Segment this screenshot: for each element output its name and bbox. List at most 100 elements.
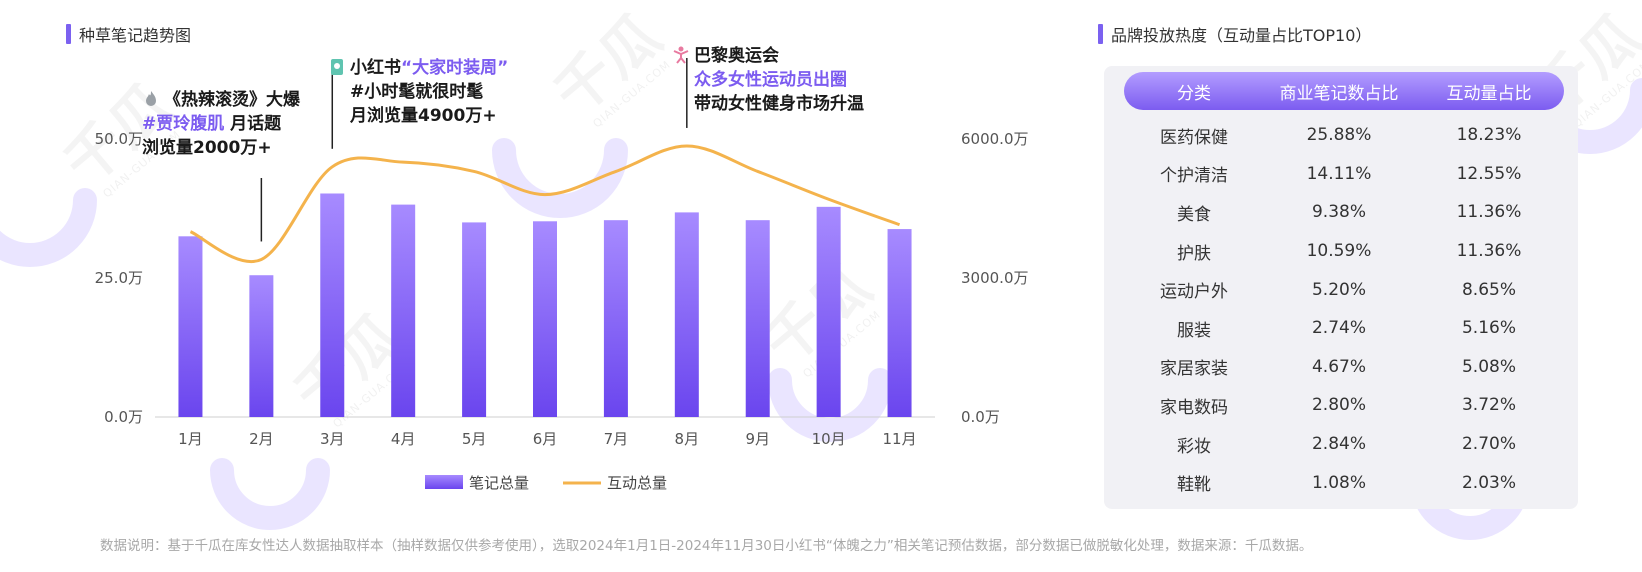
note-share-cell: 4.67% — [1311, 356, 1366, 377]
x-axis-tick: 4月 — [391, 430, 416, 448]
note-share-cell: 2.80% — [1311, 395, 1366, 416]
annotation-fashion-week: 小红书“大家时装周” #小时髦就很时髦 月浏览量4900万+ — [328, 56, 508, 128]
interaction-share-cell: 2.70% — [1461, 434, 1516, 455]
table-header: 分类 商业笔记数占比 互动量占比 — [1124, 72, 1564, 110]
annotation-line: 《热辣滚烫》大爆 — [142, 88, 300, 112]
left-axis-tick: 50.0万 — [95, 130, 143, 148]
table-row: 个护清洁 14.11% 12.55% — [1124, 155, 1564, 194]
right-axis-tick: 6000.0万 — [961, 130, 1029, 148]
x-axis-tick: 8月 — [675, 430, 700, 448]
x-axis-tick: 1月 — [178, 430, 203, 448]
athlete-icon — [673, 46, 689, 64]
table-row: 服装 2.74% 5.16% — [1124, 309, 1564, 348]
bar — [391, 204, 416, 417]
brand-table: 分类 商业笔记数占比 互动量占比 医药保健 25.88% 18.23% 个护清洁 14.… — [1104, 66, 1578, 509]
legend-bar-label: 笔记总量 — [469, 474, 529, 492]
table-row: 医药保健 25.88% 18.23% — [1124, 116, 1564, 155]
annotation-line: #小时髦就很时髦 — [328, 80, 508, 104]
table-row: 彩妆 2.84% 2.70% — [1124, 425, 1564, 464]
bar — [816, 206, 841, 417]
x-axis-tick: 11月 — [882, 430, 916, 448]
bar — [249, 275, 274, 417]
annotation-line: 巴黎奥运会 — [672, 44, 864, 68]
bar — [745, 220, 770, 417]
category-cell: 鞋靴 — [1177, 475, 1211, 496]
bar — [178, 236, 203, 417]
interaction-share-cell: 3.72% — [1461, 395, 1516, 416]
legend-line-label: 互动总量 — [607, 474, 667, 492]
annotation-text: 巴黎奥运会 — [694, 46, 779, 66]
annotation-highlight: “大家时装周” — [401, 58, 509, 78]
note-share-cell: 14.11% — [1306, 163, 1372, 184]
annotation-line: 月浏览量4900万+ — [328, 104, 508, 128]
interaction-line — [189, 144, 901, 263]
annotation-highlight: #贾玲腹肌 — [142, 114, 225, 134]
interaction-share-cell: 11.36% — [1456, 241, 1522, 262]
note-share-cell: 25.88% — [1306, 125, 1372, 146]
title-marker — [1098, 24, 1103, 44]
category-cell: 个护清洁 — [1160, 166, 1228, 187]
category-cell: 运动户外 — [1160, 282, 1228, 303]
header-category: 分类 — [1177, 83, 1211, 104]
note-share-cell: 2.84% — [1311, 434, 1366, 455]
watermark-sub: QIAN-GUA.COM — [1570, 58, 1642, 130]
x-axis-tick: 3月 — [320, 430, 345, 448]
x-axis-tick: 5月 — [462, 430, 487, 448]
annotation-line: 浏览量2000万+ — [142, 136, 300, 160]
annotation-highlight: 众多女性运动员出圈 — [694, 70, 847, 90]
left-axis-tick: 0.0万 — [104, 408, 143, 426]
category-cell: 家电数码 — [1160, 397, 1228, 418]
bar — [462, 222, 487, 417]
bar — [674, 212, 699, 417]
annotation-olympics: 巴黎奥运会 众多女性运动员出圈 带动女性健身市场升温 — [672, 44, 864, 116]
category-cell: 家居家装 — [1160, 359, 1228, 380]
table-row: 鞋靴 1.08% 2.03% — [1124, 463, 1564, 502]
header-interaction-share: 互动量占比 — [1446, 83, 1532, 104]
interaction-share-cell: 8.65% — [1461, 279, 1516, 300]
x-axis-tick: 9月 — [745, 430, 770, 448]
category-cell: 彩妆 — [1177, 436, 1211, 457]
bar — [603, 220, 628, 417]
interaction-share-cell: 18.23% — [1456, 125, 1522, 146]
category-cell: 护肤 — [1177, 243, 1211, 264]
interaction-share-cell: 2.03% — [1461, 472, 1516, 493]
interaction-share-cell: 5.16% — [1461, 318, 1516, 339]
bar — [533, 221, 557, 417]
table-row: 家电数码 2.80% 3.72% — [1124, 386, 1564, 425]
annotation-hot-movie: 《热辣滚烫》大爆 #贾玲腹肌 月话题 浏览量2000万+ — [142, 88, 300, 160]
chart-section-title: 种草笔记趋势图 — [66, 22, 191, 46]
x-axis-tick: 2月 — [249, 430, 274, 448]
x-axis-tick: 7月 — [604, 430, 629, 448]
interaction-share-cell: 5.08% — [1461, 356, 1516, 377]
annotation-text: 月浏览量4900万+ — [350, 106, 497, 126]
table-title: 品牌投放热度（互动量占比TOP10） — [1111, 26, 1372, 45]
trend-chart: 0.0万 25.0万 50.0万 0.0万 3000.0万 6000.0万 1月 2月 3月 4月… — [95, 58, 1029, 492]
phone-icon — [331, 59, 343, 75]
annotation-text: 《热辣滚烫》大爆 — [164, 90, 300, 110]
note-share-cell: 10.59% — [1306, 241, 1372, 262]
table-row: 护肤 10.59% 11.36% — [1124, 232, 1564, 271]
annotation-line: 众多女性运动员出圈 — [672, 68, 864, 92]
annotation-line: 带动女性健身市场升温 — [672, 92, 864, 116]
annotation-line: 小红书“大家时装周” — [328, 56, 508, 80]
bar — [887, 229, 912, 417]
note-share-cell: 1.08% — [1311, 472, 1366, 493]
category-cell: 医药保健 — [1160, 127, 1228, 148]
footnote: 数据说明：基于千瓜在库女性达人数据抽取样本（抽样数据仅供参考使用），选取2024… — [100, 538, 1313, 554]
flame-icon — [146, 91, 156, 106]
title-marker — [66, 24, 71, 44]
chart-title: 种草笔记趋势图 — [79, 26, 192, 45]
annotation-text: #小时髦就很时髦 — [350, 82, 484, 102]
table-section-title: 品牌投放热度（互动量占比TOP10） — [1098, 22, 1371, 46]
note-share-cell: 5.20% — [1311, 279, 1366, 300]
interaction-share-cell: 11.36% — [1456, 202, 1522, 223]
note-share-cell: 2.74% — [1311, 318, 1366, 339]
table-body: 医药保健 25.88% 18.23% 个护清洁 14.11% 12.55% 美食 9.38% 1… — [1124, 116, 1564, 502]
annotation-line: #贾玲腹肌 月话题 — [142, 112, 300, 136]
annotation-text: 带动女性健身市场升温 — [694, 94, 864, 114]
x-axis-tick: 6月 — [533, 430, 558, 448]
table-row: 美食 9.38% 11.36% — [1124, 193, 1564, 232]
header-note-share: 商业笔记数占比 — [1279, 83, 1399, 104]
x-axis-tick: 10月 — [812, 430, 846, 448]
